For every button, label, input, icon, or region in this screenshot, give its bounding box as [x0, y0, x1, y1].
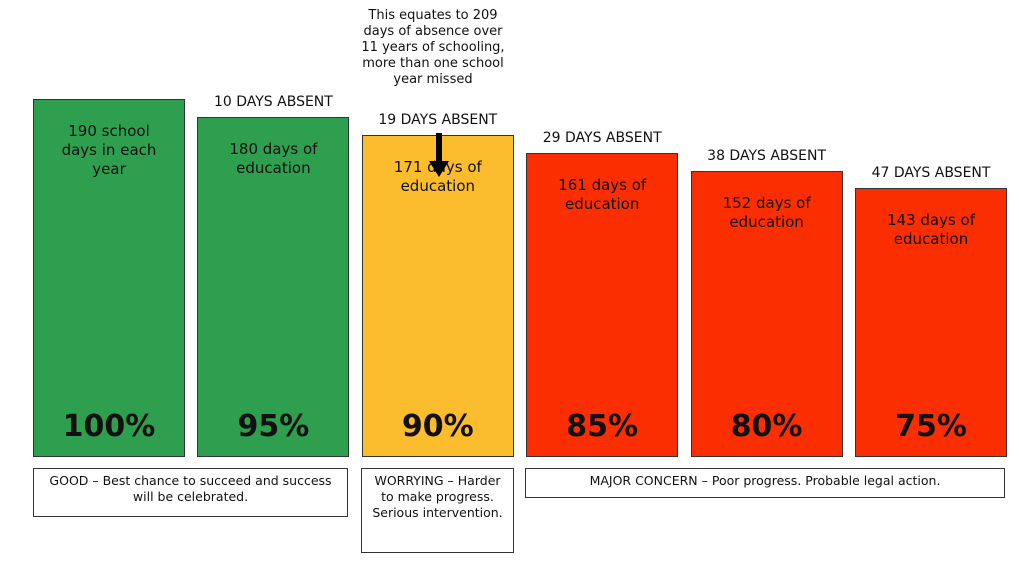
bar-95-percent: 180 days of education 95%	[197, 117, 350, 457]
bar-80-percent: 152 days of education 80%	[690, 171, 843, 457]
bar-percent-label: 95%	[237, 409, 310, 444]
bar-description: 152 days of education	[722, 194, 811, 231]
bar-100-percent: 190 school days in each year 100%	[33, 99, 185, 457]
down-arrow-icon	[429, 133, 449, 177]
category-major-concern: MAJOR CONCERN – Poor progress. Probable …	[525, 468, 1005, 498]
bar-percent-label: 90%	[401, 409, 474, 444]
category-worrying: WORRYING – Harder to make progress. Seri…	[361, 468, 514, 553]
absent-days-label: 10 DAYS ABSENT	[213, 94, 333, 110]
bar-description: 143 days of education	[886, 211, 976, 248]
bar-percent-label: 80%	[730, 409, 803, 444]
bar-percent-label: 85%	[566, 409, 639, 444]
bar-description: 161 days of education	[558, 176, 647, 213]
bar-85-percent: 161 days of education 85%	[526, 153, 679, 457]
bar-description: 180 days of education	[229, 140, 318, 177]
absent-days-label: 29 DAYS ABSENT	[542, 130, 662, 146]
absent-days-label: 38 DAYS ABSENT	[707, 148, 827, 164]
absent-days-label: 19 DAYS ABSENT	[378, 112, 498, 128]
absence-annotation: This equates to 209 days of absence over…	[361, 8, 505, 87]
bar-description: 190 school days in each year	[61, 122, 157, 178]
bar-75-percent: 143 days of education 75%	[855, 188, 1007, 457]
category-good: GOOD – Best chance to succeed and succes…	[33, 468, 348, 517]
absent-days-label: 47 DAYS ABSENT	[871, 165, 991, 181]
bar-percent-label: 75%	[895, 409, 967, 444]
bar-percent-label: 100%	[62, 409, 156, 444]
